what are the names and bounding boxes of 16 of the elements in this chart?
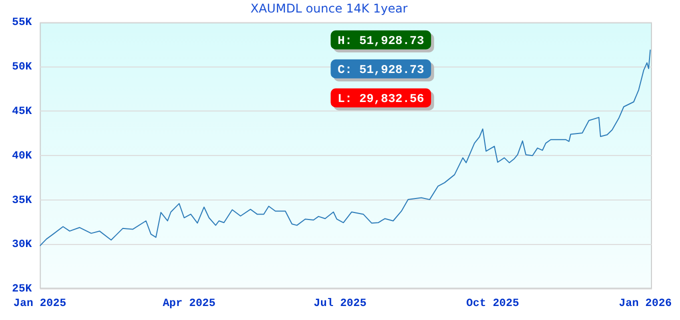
y-tick-label: 35K — [12, 194, 32, 207]
y-tick-label: 30K — [12, 239, 32, 252]
x-tick-label: Oct 2025 — [466, 298, 520, 310]
x-tick-label: Jan 2025 — [13, 298, 67, 310]
annotation: L: 29,832.56 — [338, 92, 424, 106]
x-tick-label: Apr 2025 — [162, 298, 216, 310]
annotation: H: 51,928.73 — [338, 34, 424, 48]
chart-title: XAUMDL ounce 14K 1year — [250, 1, 408, 16]
annotation: C: 51,928.73 — [338, 62, 424, 77]
y-tick-label: 45K — [12, 106, 32, 118]
x-tick-label: Jan 2026 — [618, 298, 672, 310]
y-tick-label: 50K — [12, 62, 32, 74]
y-tick-label: 40K — [12, 150, 32, 162]
y-tick-label: 25K — [12, 284, 32, 296]
x-tick-label: Jul 2025 — [314, 298, 367, 310]
y-tick-label: 55K — [12, 17, 32, 30]
